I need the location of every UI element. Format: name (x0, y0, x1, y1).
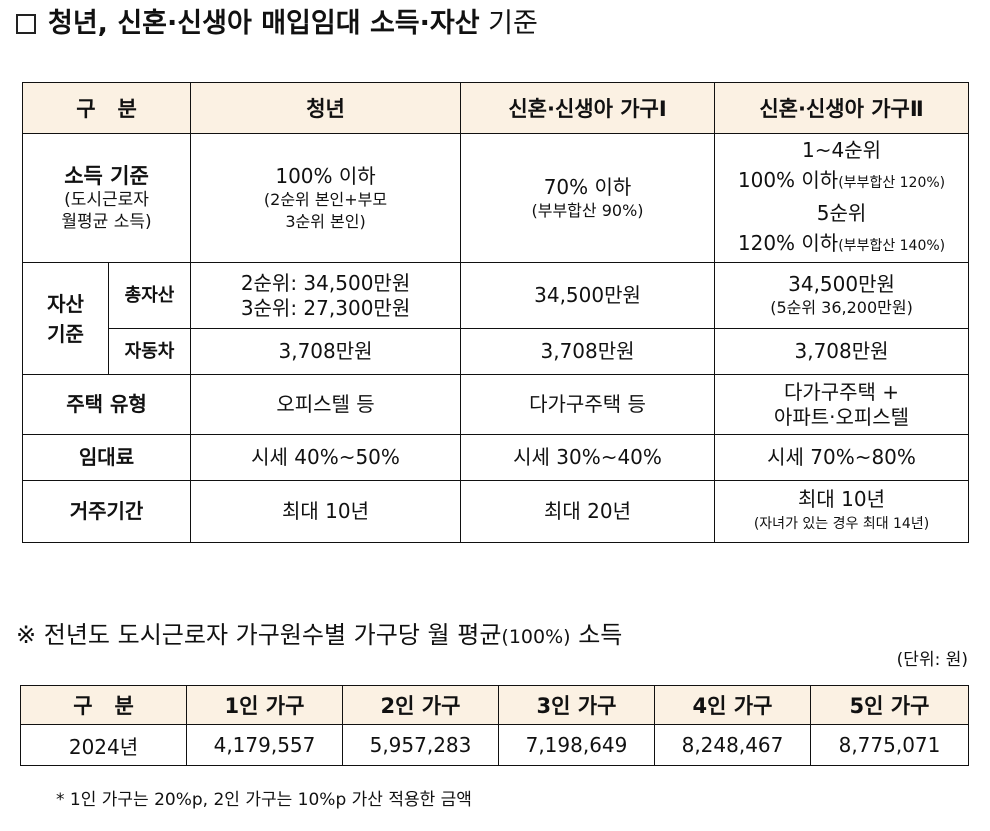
income-newlywed1-main: 70% 이하 (543, 174, 632, 199)
rent-youth: 시세 40%~50% (190, 434, 462, 481)
assets-total-youth-2: 3순위: 27,300만원 (240, 295, 411, 320)
household-income-table: 구 분 1인 가구 2인 가구 3인 가구 4인 가구 5인 가구 2024년 … (20, 685, 969, 766)
period-newlywed1: 최대 20년 (460, 480, 716, 543)
rent-row: 임대료 시세 40%~50% 시세 30%~40% 시세 70%~80% (21, 434, 970, 481)
period-newlywed2-2: (자녀가 있는 경우 최대 14년) (753, 515, 930, 532)
household-data-row: 2024년 4,179,557 5,957,283 7,198,649 8,24… (20, 724, 969, 766)
household-value-4: 8,248,467 (654, 724, 811, 766)
housing-newlywed2-1: 다가구주택 + (783, 379, 900, 404)
household-header-1: 1인 가구 (186, 685, 343, 725)
period-newlywed2-cell: 최대 10년 (자녀가 있는 경우 최대 14년) (714, 480, 970, 543)
household-header-2: 2인 가구 (342, 685, 499, 725)
income-row: 소득 기준 (도시근로자 월평균 소득) 100% 이하 (2순위 본인+부모 … (21, 133, 970, 263)
assets-label: 자산 기준 (22, 262, 109, 375)
header-newlywed-1: 신혼·신생아 가구Ⅰ (460, 82, 716, 134)
header-youth: 청년 (190, 82, 462, 134)
period-label: 거주기간 (21, 480, 192, 543)
criteria-table: 구 분 청년 신혼·신생아 가구Ⅰ 신혼·신생아 가구Ⅱ 소득 기준 (도시근로… (21, 82, 970, 543)
assets-car-label: 자동차 (107, 328, 192, 375)
checkbox-square-icon (16, 14, 36, 34)
rent-newlywed2: 시세 70%~80% (714, 434, 970, 481)
household-header-5: 5인 가구 (810, 685, 969, 725)
income-label: 소득 기준 (64, 163, 149, 188)
header-category: 구 분 (21, 82, 192, 134)
period-row: 거주기간 최대 10년 최대 20년 최대 10년 (자녀가 있는 경우 최대 … (21, 480, 970, 543)
header-newlywed-2: 신혼·신생아 가구Ⅱ (714, 82, 970, 134)
household-value-3: 7,198,649 (498, 724, 655, 766)
household-value-2: 5,957,283 (342, 724, 499, 766)
household-header-row: 구 분 1인 가구 2인 가구 3인 가구 4인 가구 5인 가구 (20, 685, 969, 725)
household-header-category: 구 분 (20, 685, 187, 725)
income-youth-main: 100% 이하 (275, 163, 376, 188)
rent-newlywed1: 시세 30%~40% (460, 434, 716, 481)
household-value-1: 4,179,557 (186, 724, 343, 766)
income-newlywed2-line4-sub: (부부합산 140%) (838, 238, 946, 254)
heading-title-rest: 기준 (488, 8, 538, 39)
period-newlywed2-1: 최대 10년 (798, 486, 886, 511)
assets-car-row: 자동차 3,708만원 3,708만원 3,708만원 (23, 328, 970, 375)
income-section-tail: 소득 (578, 621, 623, 649)
assets-total-row: 자산 기준 총자산 2순위: 34,500만원 3순위: 27,300만원 34… (22, 262, 970, 375)
household-header-4: 4인 가구 (654, 685, 811, 725)
page-heading: 청년, 신혼·신생아 매입임대 소득·자산 기준 (16, 4, 538, 44)
income-section-title: 전년도 도시근로자 가구원수별 가구당 월 평균 (43, 621, 502, 649)
period-youth: 최대 10년 (190, 480, 462, 543)
income-section-heading: ※ 전년도 도시근로자 가구원수별 가구당 월 평균(100%) 소득 (16, 618, 622, 654)
income-newlywed2-line3: 5순위 (816, 201, 867, 225)
assets-total-newlywed1: 34,500만원 (460, 262, 716, 329)
assets-label-text: 자산 기준 (47, 291, 84, 346)
income-section-paren: (100%) (501, 626, 571, 648)
income-label-sub2: 월평균 소득) (61, 211, 152, 232)
income-newlywed1-cell: 70% 이하 (부부합산 90%) (460, 133, 716, 263)
housing-label: 주택 유형 (21, 374, 192, 435)
reference-mark: ※ (16, 621, 37, 649)
criteria-header-row: 구 분 청년 신혼·신생아 가구Ⅰ 신혼·신생아 가구Ⅱ (21, 82, 970, 134)
income-label-cell: 소득 기준 (도시근로자 월평균 소득) (21, 133, 192, 263)
income-newlywed2-line1: 1~4순위 (802, 138, 882, 162)
housing-newlywed2-cell: 다가구주택 + 아파트·오피스텔 (714, 374, 970, 435)
household-year: 2024년 (20, 724, 187, 766)
assets-total-newlywed2-cell: 34,500만원 (5순위 36,200만원) (714, 262, 970, 329)
heading-title-bold: 청년, 신혼·신생아 매입임대 소득·자산 (48, 8, 480, 39)
income-newlywed2-cell: 1~4순위 100% 이하(부부합산 120%) 5순위 120% 이하(부부합… (714, 133, 970, 263)
income-newlywed2-line2-sub: (부부합산 120%) (838, 175, 946, 191)
assets-total-newlywed2-2: (5순위 36,200만원) (770, 298, 913, 317)
income-newlywed2-line4-main: 120% 이하 (737, 231, 839, 255)
assets-total-youth-1: 2순위: 34,500만원 (240, 270, 411, 295)
housing-row: 주택 유형 오피스텔 등 다가구주택 등 다가구주택 + 아파트·오피스텔 (21, 374, 970, 435)
housing-youth: 오피스텔 등 (190, 374, 462, 435)
unit-label: (단위: 원) (896, 650, 968, 670)
income-youth-cell: 100% 이하 (2순위 본인+부모 3순위 본인) (190, 133, 462, 263)
housing-newlywed2-2: 아파트·오피스텔 (773, 404, 910, 429)
household-value-5: 8,775,071 (810, 724, 969, 766)
rent-label: 임대료 (21, 434, 192, 481)
assets-total-newlywed2-1: 34,500만원 (788, 272, 895, 296)
assets-car-youth: 3,708만원 (190, 328, 462, 375)
footnote: * 1인 가구는 20%p, 2인 가구는 10%p 가산 적용한 금액 (56, 790, 472, 810)
assets-car-newlywed1: 3,708만원 (460, 328, 716, 375)
assets-car-newlywed2: 3,708만원 (714, 328, 970, 375)
income-youth-sub2: 3순위 본인) (285, 211, 366, 231)
income-youth-sub1: (2순위 본인+부모 (263, 189, 388, 209)
income-label-sub1: (도시근로자 (64, 189, 149, 210)
household-header-3: 3인 가구 (498, 685, 655, 725)
assets-total-youth-cell: 2순위: 34,500만원 3순위: 27,300만원 (190, 262, 462, 329)
housing-newlywed1: 다가구주택 등 (460, 374, 716, 435)
assets-total-label: 총자산 (107, 262, 192, 329)
income-newlywed2-line2-main: 100% 이하 (737, 168, 839, 192)
income-newlywed1-sub: (부부합산 90%) (531, 200, 644, 220)
